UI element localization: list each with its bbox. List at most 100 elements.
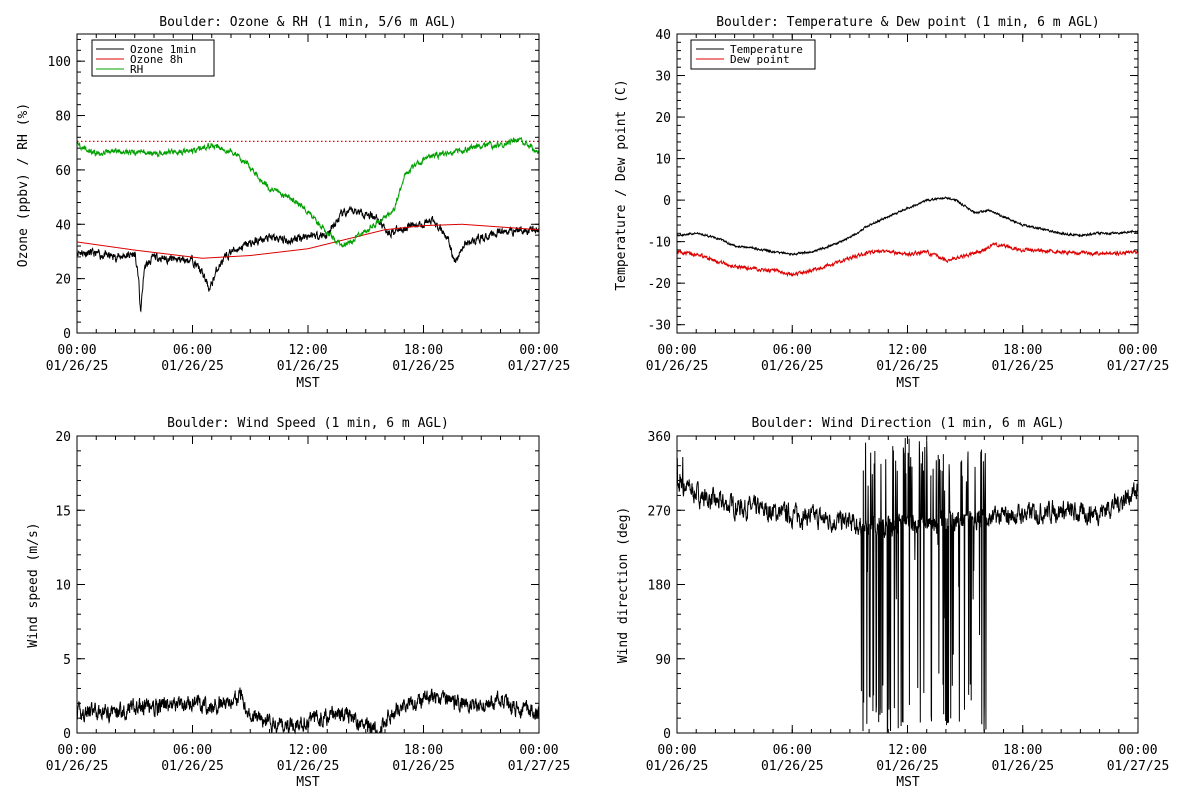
x-tick-label-time: 12:00	[288, 743, 327, 758]
y-tick-label: 0	[663, 727, 671, 742]
y-tick-label: 40	[655, 28, 671, 43]
x-tick-label-time: 00:00	[1118, 343, 1157, 358]
y-tick-label: 360	[648, 430, 671, 445]
x-tick-label-date: 01/26/25	[392, 759, 455, 774]
chart-title: Boulder: Wind Direction (1 min, 6 m AGL)	[751, 416, 1064, 431]
series-line-ozone-1min	[76, 206, 540, 313]
x-tick-label-date: 01/27/25	[508, 359, 571, 374]
x-tick-label-time: 00:00	[657, 743, 696, 758]
x-tick-label-time: 00:00	[519, 343, 558, 358]
axis-ticks: 0510152000:0001/26/2506:0001/26/2512:000…	[46, 430, 571, 774]
y-tick-label: -30	[648, 319, 671, 334]
series-line-dew-point	[676, 241, 1139, 278]
x-tick-label-date: 01/26/25	[46, 759, 109, 774]
x-axis-label: MST	[296, 775, 320, 790]
y-tick-label: 15	[55, 504, 71, 519]
x-tick-label-date: 01/26/25	[392, 359, 455, 374]
y-tick-label: 0	[663, 194, 671, 209]
x-tick-label-time: 00:00	[519, 743, 558, 758]
legend-label: RH	[130, 63, 143, 76]
x-tick-label-time: 12:00	[888, 343, 927, 358]
x-tick-label-date: 01/26/25	[991, 759, 1054, 774]
y-axis-label: Temperature / Dew point (C)	[614, 79, 629, 290]
x-tick-label-time: 00:00	[57, 743, 96, 758]
x-tick-label-date: 01/26/25	[161, 759, 224, 774]
y-tick-label: 60	[55, 164, 71, 179]
x-tick-label-date: 01/27/25	[508, 759, 571, 774]
y-tick-label: 5	[63, 653, 71, 668]
y-tick-label: -20	[648, 277, 671, 292]
y-tick-label: 10	[655, 153, 671, 168]
x-tick-label-date: 01/26/25	[761, 759, 824, 774]
x-tick-label-time: 18:00	[1003, 343, 1042, 358]
legend-label: Dew point	[730, 53, 790, 66]
x-tick-label-date: 01/26/25	[761, 359, 824, 374]
x-tick-label-time: 06:00	[773, 743, 812, 758]
plot-series	[76, 687, 540, 735]
x-tick-label-time: 00:00	[1118, 743, 1157, 758]
series-line-wind-direction	[676, 438, 1139, 734]
legend-box	[91, 39, 215, 77]
legend-label: Temperature	[730, 43, 803, 56]
wind-direction-chart: Boulder: Wind Direction (1 min, 6 m AGL)…	[616, 416, 1169, 790]
y-tick-label: 0	[63, 327, 71, 342]
x-tick-label-time: 18:00	[404, 343, 443, 358]
y-tick-label: 20	[55, 273, 71, 288]
axis-ticks: 02040608010000:0001/26/2506:0001/26/2512…	[46, 34, 571, 374]
x-tick-label-date: 01/26/25	[46, 359, 109, 374]
x-tick-label-time: 06:00	[173, 743, 212, 758]
y-tick-label: -10	[648, 236, 671, 251]
x-tick-label-date: 01/26/25	[991, 359, 1054, 374]
x-tick-label-time: 18:00	[1003, 743, 1042, 758]
plot-series	[676, 196, 1139, 278]
y-axis-label: Ozone (ppbv) / RH (%)	[16, 103, 31, 267]
x-tick-label-date: 01/26/25	[876, 359, 939, 374]
x-tick-label-date: 01/27/25	[1107, 359, 1170, 374]
x-tick-label-date: 01/26/25	[646, 759, 709, 774]
legend-label: Ozone 8h	[130, 53, 183, 66]
series-line-temperature	[676, 196, 1139, 257]
temperature-dewpoint-chart: Boulder: Temperature & Dew point (1 min,…	[614, 15, 1169, 391]
y-tick-label: 10	[55, 579, 71, 594]
x-tick-label-time: 00:00	[657, 343, 696, 358]
plot-frame	[76, 435, 540, 734]
plot-series	[76, 136, 540, 313]
series-line-wind-speed	[76, 687, 540, 735]
y-axis-label: Wind speed (m/s)	[26, 522, 41, 647]
y-tick-label: 80	[55, 110, 71, 125]
x-tick-label-date: 01/27/25	[1107, 759, 1170, 774]
plot-frame	[676, 435, 1139, 734]
x-tick-label-date: 01/26/25	[646, 359, 709, 374]
chart-title: Boulder: Wind Speed (1 min, 6 m AGL)	[167, 416, 449, 431]
y-tick-label: 0	[63, 727, 71, 742]
x-axis-label: MST	[896, 775, 920, 790]
y-tick-label: 30	[655, 70, 671, 85]
x-tick-label-date: 01/26/25	[161, 359, 224, 374]
plot-series	[676, 438, 1139, 734]
x-tick-label-time: 12:00	[288, 343, 327, 358]
plot-frame	[76, 33, 540, 334]
x-tick-label-date: 01/26/25	[277, 359, 340, 374]
y-tick-label: 180	[648, 579, 671, 594]
x-tick-label-time: 06:00	[773, 343, 812, 358]
axis-ticks: 09018027036000:0001/26/2506:0001/26/2512…	[646, 430, 1170, 774]
y-tick-label: 90	[655, 653, 671, 668]
x-tick-label-date: 01/26/25	[876, 759, 939, 774]
x-axis-label: MST	[896, 376, 920, 391]
y-tick-label: 20	[655, 111, 671, 126]
y-tick-label: 40	[55, 218, 71, 233]
axis-ticks: -30-20-1001020304000:0001/26/2506:0001/2…	[646, 28, 1170, 374]
x-tick-label-time: 00:00	[57, 343, 96, 358]
x-axis-label: MST	[296, 376, 320, 391]
wind-speed-chart: Boulder: Wind Speed (1 min, 6 m AGL) Win…	[26, 416, 570, 790]
x-tick-label-time: 12:00	[888, 743, 927, 758]
chart-title: Boulder: Ozone & RH (1 min, 5/6 m AGL)	[159, 15, 456, 30]
series-line-rh	[76, 136, 540, 249]
x-tick-label-time: 18:00	[404, 743, 443, 758]
y-tick-label: 20	[55, 430, 71, 445]
